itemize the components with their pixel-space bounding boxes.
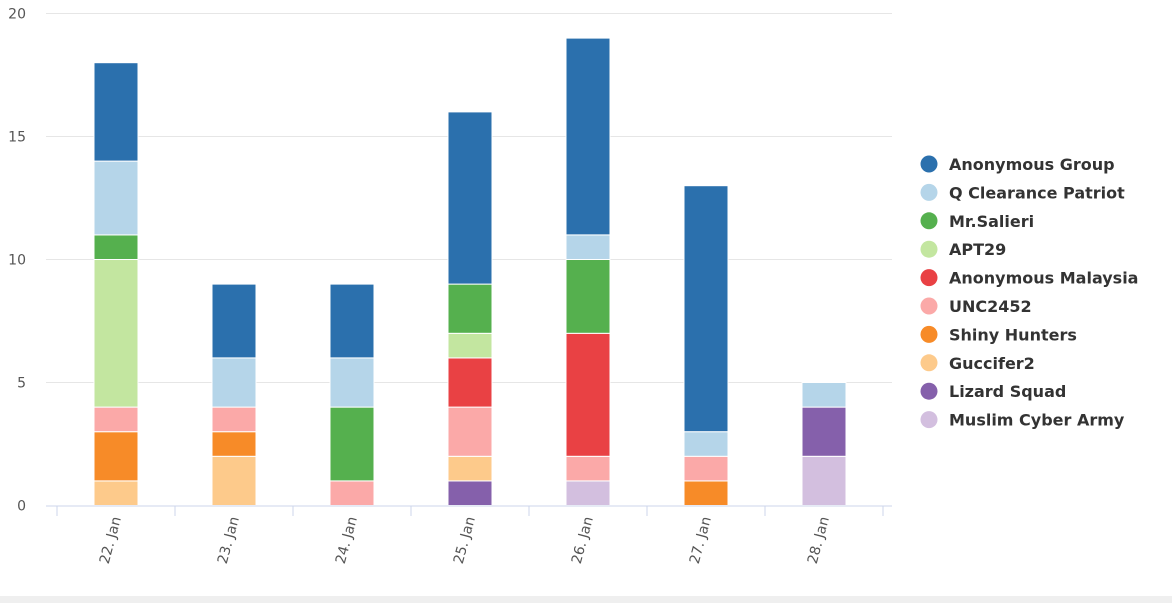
bar-segment[interactable] — [93, 234, 139, 260]
y-tick-label: 15 — [8, 130, 26, 146]
legend-item[interactable]: Guccifer2 — [920, 354, 1035, 373]
bar-segment[interactable] — [683, 431, 729, 457]
legend-marker — [920, 240, 938, 258]
x-tick-label: 28. Jan — [805, 515, 833, 566]
bar-segment[interactable] — [93, 480, 139, 506]
x-tick-label: 25. Jan — [451, 515, 479, 566]
bar-segment[interactable] — [447, 283, 493, 334]
bar-segment[interactable] — [447, 480, 493, 506]
x-axis: 22. Jan 23. Jan 24. Jan 25. Jan 26. Jan 27. J… — [46, 505, 892, 566]
legend-item[interactable]: UNC2452 — [920, 297, 1032, 316]
legend-label: UNC2452 — [949, 297, 1032, 316]
bars — [93, 37, 847, 506]
legend: Anonymous Group Q Clearance Patriot Mr.Sal… — [920, 155, 1139, 430]
bar-segment[interactable] — [211, 283, 257, 359]
legend-label: Guccifer2 — [949, 354, 1035, 373]
bar-segment[interactable] — [565, 455, 611, 482]
legend-item[interactable]: Q Clearance Patriot — [920, 183, 1126, 202]
bar-segment[interactable] — [447, 332, 493, 359]
legend-label: Lizard Squad — [949, 382, 1066, 401]
bar-segment[interactable] — [329, 357, 375, 408]
legend-label: Shiny Hunters — [949, 325, 1077, 344]
bar-segment[interactable] — [447, 357, 493, 408]
bar-segment[interactable] — [565, 234, 611, 260]
bar-segment[interactable] — [93, 431, 139, 482]
bar-segment[interactable] — [683, 185, 729, 433]
x-tick-label: 22. Jan — [97, 515, 125, 566]
bar-segment[interactable] — [683, 480, 729, 506]
legend-item[interactable]: APT29 — [920, 240, 1007, 259]
bar-segment[interactable] — [565, 37, 611, 236]
legend-label: APT29 — [949, 240, 1006, 259]
bar-segment[interactable] — [447, 406, 493, 457]
legend-marker — [920, 155, 938, 173]
legend-marker — [920, 269, 938, 287]
bar-segment[interactable] — [565, 480, 611, 506]
bar-segment[interactable] — [565, 332, 611, 457]
legend-label: Anonymous Group — [949, 155, 1115, 174]
legend-item[interactable]: Muslim Cyber Army — [920, 411, 1125, 430]
legend-item[interactable]: Anonymous Group — [920, 155, 1115, 174]
bar-segment[interactable] — [683, 455, 729, 482]
legend-marker — [920, 325, 938, 343]
bar-segment[interactable] — [93, 259, 139, 408]
legend-marker — [920, 411, 938, 429]
legend-label: Anonymous Malaysia — [949, 269, 1138, 288]
y-tick-label: 0 — [17, 499, 26, 515]
legend-item[interactable]: Lizard Squad — [920, 382, 1067, 401]
legend-marker — [920, 382, 938, 400]
bar-segment[interactable] — [447, 111, 493, 285]
bar-segment[interactable] — [801, 382, 847, 408]
legend-marker — [920, 354, 938, 372]
x-tick-label: 27. Jan — [687, 515, 715, 566]
x-tick-label: 23. Jan — [215, 515, 243, 566]
bar-segment[interactable] — [211, 357, 257, 408]
bar-segment[interactable] — [93, 406, 139, 433]
bar-segment[interactable] — [211, 455, 257, 506]
y-axis-ticks: 0 5 10 15 20 — [8, 7, 26, 515]
bar-segment[interactable] — [329, 406, 375, 482]
bar-segment[interactable] — [93, 62, 139, 162]
bar-segment[interactable] — [801, 406, 847, 457]
legend-marker — [920, 297, 938, 315]
bar-segment[interactable] — [93, 160, 139, 236]
y-tick-label: 10 — [8, 253, 26, 269]
legend-label: Mr.Salieri — [949, 212, 1034, 231]
legend-item[interactable]: Mr.Salieri — [920, 212, 1035, 231]
bar-segment[interactable] — [801, 455, 847, 506]
bar-segment[interactable] — [565, 259, 611, 334]
legend-marker — [920, 212, 938, 230]
x-tick-label: 26. Jan — [569, 515, 597, 566]
bar-segment[interactable] — [329, 480, 375, 506]
legend-label: Muslim Cyber Army — [949, 411, 1125, 430]
y-tick-label: 20 — [8, 7, 26, 23]
y-tick-label: 5 — [17, 376, 26, 392]
legend-item[interactable]: Anonymous Malaysia — [920, 269, 1139, 288]
legend-item[interactable]: Shiny Hunters — [920, 325, 1077, 344]
bar-segment[interactable] — [211, 431, 257, 457]
bar-segment[interactable] — [447, 455, 493, 482]
legend-marker — [920, 183, 938, 201]
legend-label: Q Clearance Patriot — [949, 183, 1125, 202]
bar-segment[interactable] — [329, 283, 375, 359]
x-tick-label: 24. Jan — [333, 515, 361, 566]
bar-segment[interactable] — [211, 406, 257, 433]
footer-band — [0, 596, 1172, 603]
